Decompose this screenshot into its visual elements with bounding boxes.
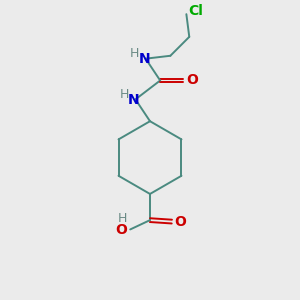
Text: H: H xyxy=(120,88,129,101)
Text: Cl: Cl xyxy=(188,4,203,18)
Text: H: H xyxy=(130,47,139,60)
Text: O: O xyxy=(115,223,127,237)
Text: H: H xyxy=(117,212,127,225)
Text: O: O xyxy=(175,214,187,229)
Text: N: N xyxy=(138,52,150,66)
Text: N: N xyxy=(128,93,140,107)
Text: O: O xyxy=(186,74,198,88)
